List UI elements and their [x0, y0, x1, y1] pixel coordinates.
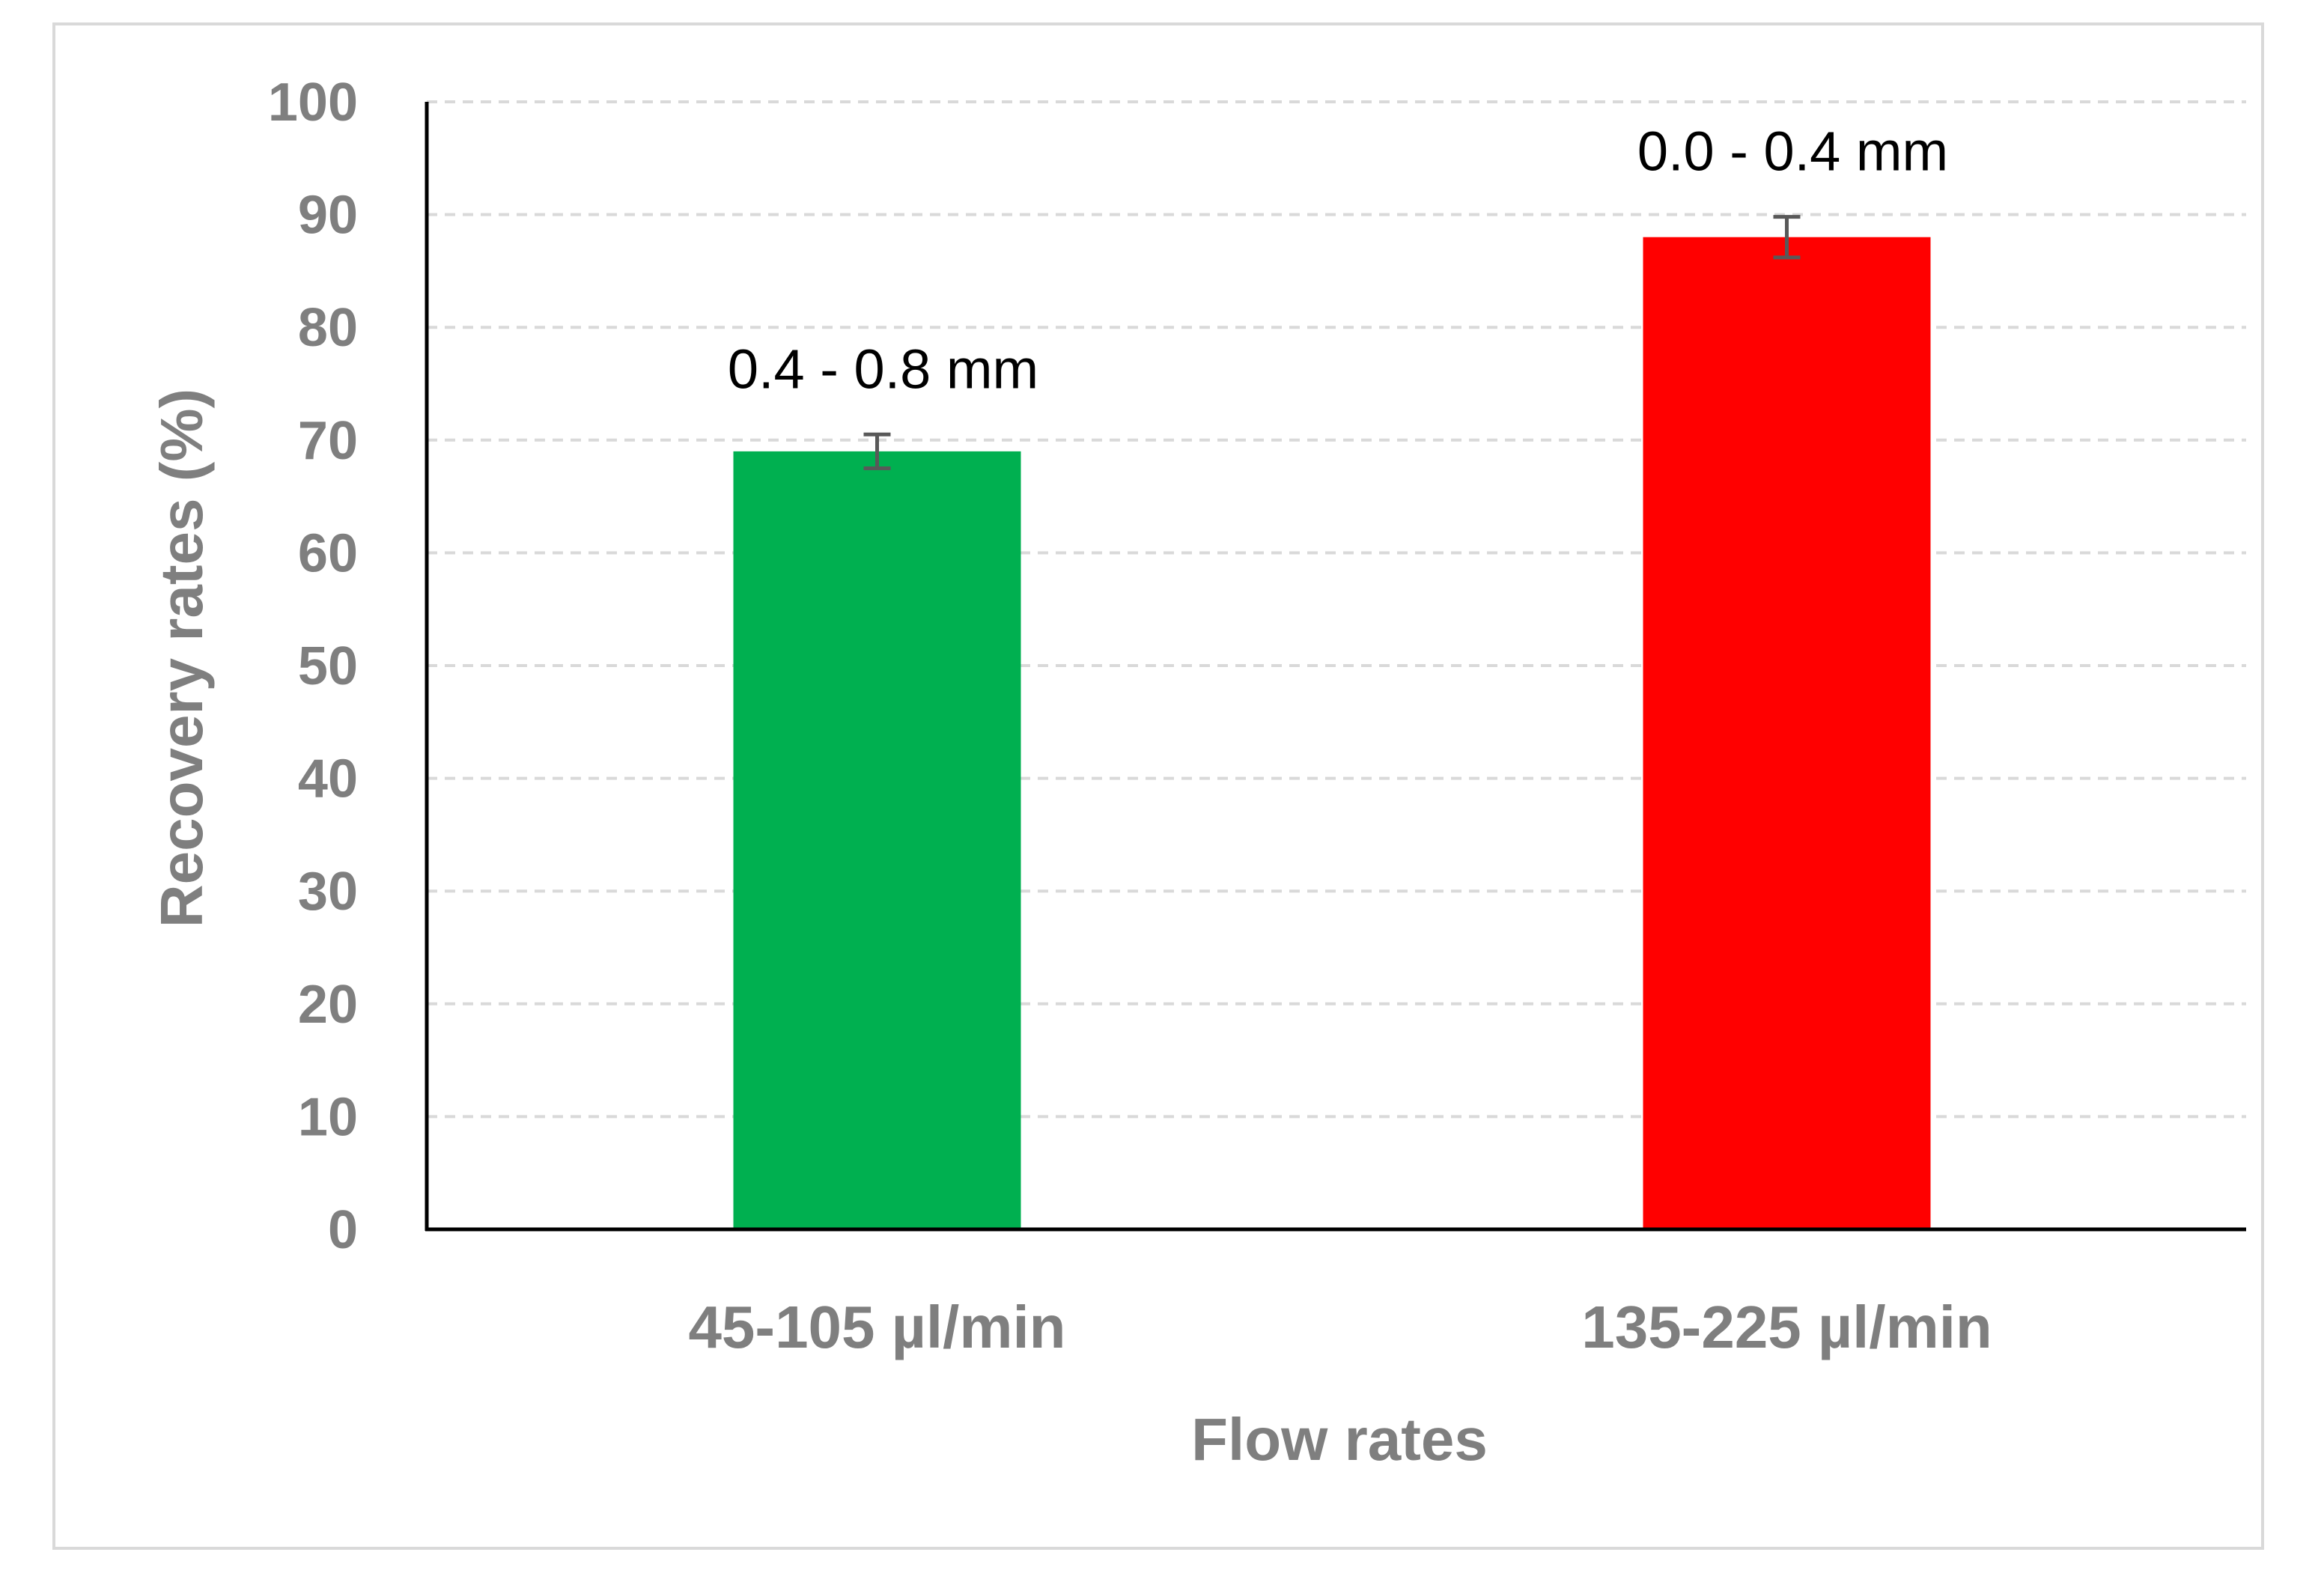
data-label-1: 0.4 - 0.8 mm: [728, 338, 1038, 400]
x-category-label-1: 45-105 µl/min: [688, 1294, 1065, 1360]
y-tick-label: 10: [298, 1087, 358, 1147]
data-labels: 0.4 - 0.8 mm 0.0 - 0.4 mm: [728, 121, 1948, 401]
gridlines: [427, 100, 2246, 1119]
x-category-label-2: 135-225 µl/min: [1581, 1294, 1992, 1360]
y-tick-label: 20: [298, 975, 358, 1035]
y-tick-label: 100: [268, 73, 358, 133]
x-axis-title: Flow rates: [1191, 1406, 1488, 1473]
y-tick-label: 0: [328, 1200, 358, 1260]
axes: [425, 102, 2246, 1232]
y-tick-label: 50: [298, 636, 358, 696]
y-tick-label: 90: [298, 186, 358, 246]
y-tick-label: 30: [298, 862, 358, 922]
bar-2: [1643, 237, 1931, 1230]
y-tick-labels: 0 10 20 30 40 50 60 70 80 90 100: [268, 73, 358, 1260]
data-label-2: 0.0 - 0.4 mm: [1637, 121, 1948, 183]
x-category-labels: 45-105 µl/min 135-225 µl/min: [688, 1294, 1992, 1360]
y-tick-label: 80: [298, 298, 358, 358]
bar-1: [733, 451, 1021, 1229]
bars: [733, 237, 1931, 1230]
error-bar-1: [863, 432, 891, 470]
error-bars: [863, 215, 1801, 470]
y-tick-label: 70: [298, 411, 358, 471]
y-tick-label: 60: [298, 523, 358, 583]
y-tick-label: 40: [298, 749, 358, 809]
y-axis-title: Recovery rates (%): [148, 389, 215, 928]
error-bar-2: [1773, 215, 1801, 260]
